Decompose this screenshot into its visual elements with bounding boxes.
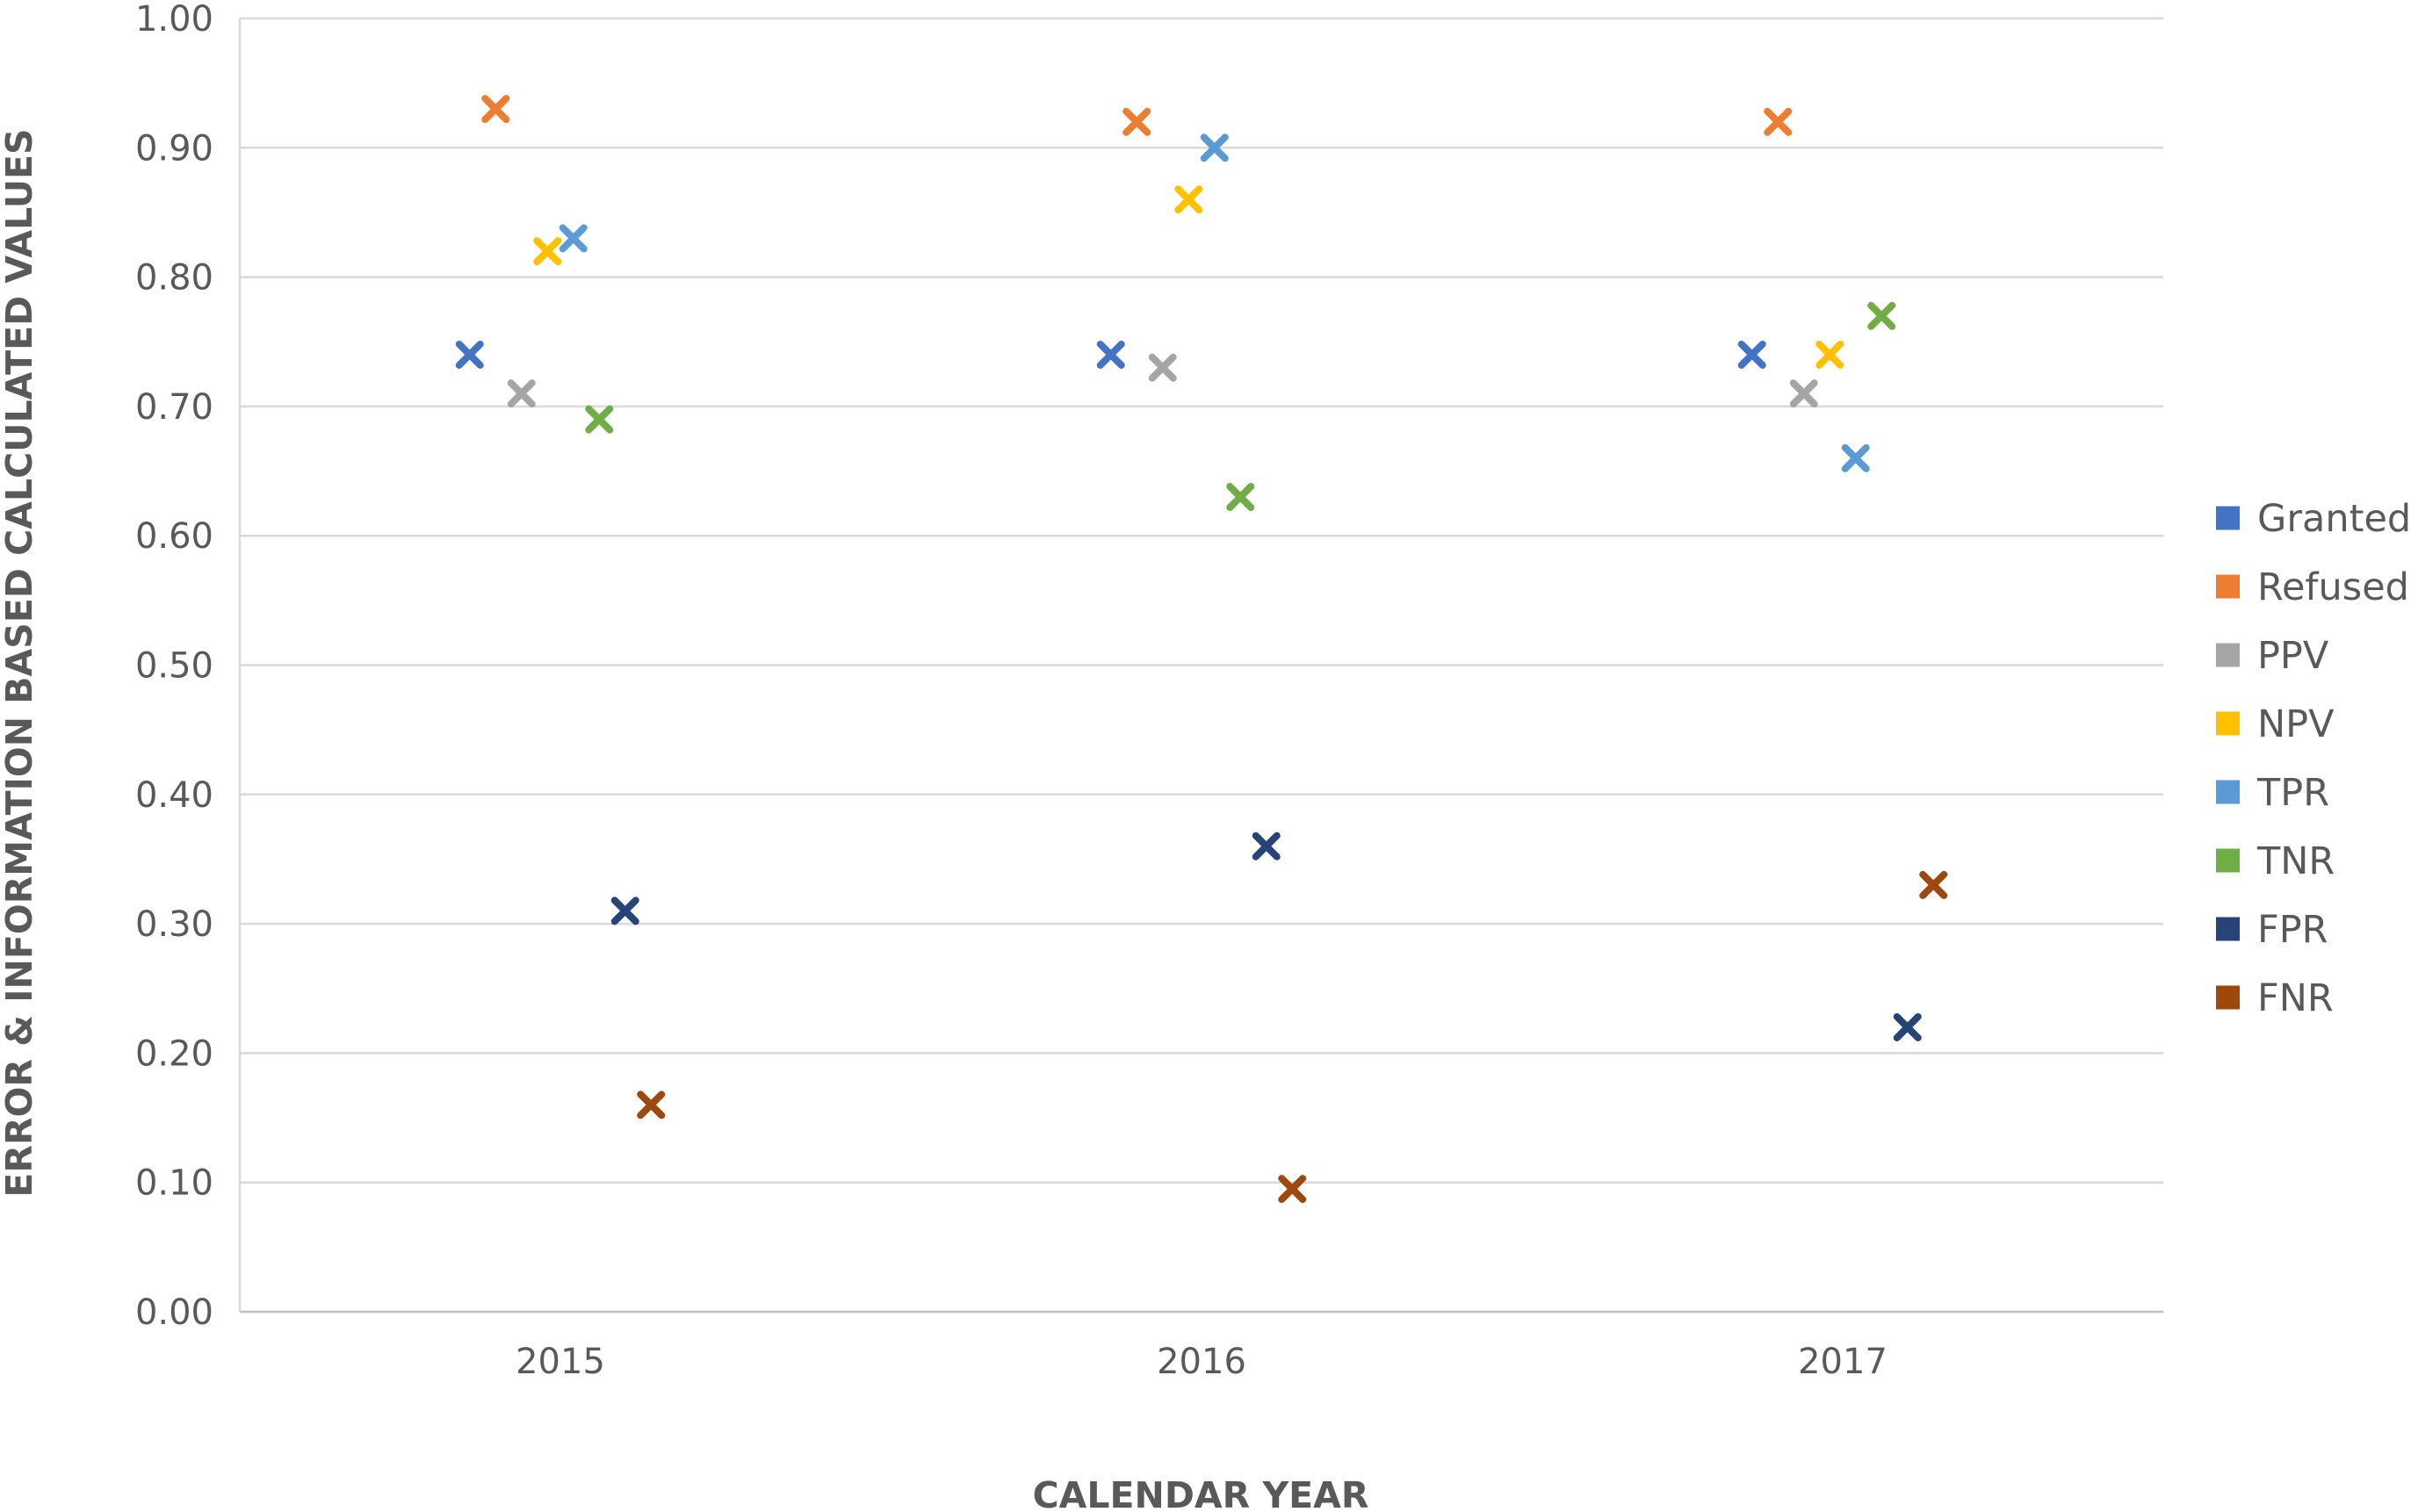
y-tick-label: 0.60 <box>135 516 213 557</box>
x-tick-label: 2016 <box>1157 1342 1246 1382</box>
legend-swatch <box>2216 506 2240 530</box>
legend-item-refused: Refused <box>2216 565 2409 609</box>
x-tick-label: 2017 <box>1798 1342 1887 1382</box>
marker-ppv-2016 <box>1148 353 1177 382</box>
marker-npv-2015 <box>533 237 562 266</box>
y-tick-label: 0.50 <box>135 646 213 687</box>
legend: Granted Refused PPV NPV TPR TNR FPR FNR <box>2216 497 2411 1020</box>
marker-tpr-2015 <box>559 224 588 253</box>
marker-granted-2015 <box>455 340 484 369</box>
legend-item-fnr: FNR <box>2216 976 2334 1020</box>
legend-swatch <box>2216 643 2240 667</box>
legend-swatch <box>2216 574 2240 599</box>
y-tick-label: 0.20 <box>135 1033 213 1074</box>
legend-item-ppv: PPV <box>2216 634 2329 678</box>
legend-item-npv: NPV <box>2216 702 2335 746</box>
legend-label: FNR <box>2257 976 2334 1020</box>
legend-item-tnr: TNR <box>2216 839 2335 883</box>
y-axis-title: ERROR & INFORMATION BASED CALCULATED VAL… <box>0 128 40 1197</box>
legend-label: TPR <box>2256 771 2329 815</box>
marker-granted-2017 <box>1737 340 1766 369</box>
marker-fnr-2017 <box>1919 870 1948 899</box>
marker-npv-2016 <box>1174 185 1203 214</box>
legend-label: PPV <box>2257 634 2329 678</box>
y-tick-label: 0.10 <box>135 1163 213 1204</box>
legend-item-granted: Granted <box>2216 497 2411 541</box>
legend-label: Refused <box>2257 565 2409 609</box>
marker-fpr-2016 <box>1252 832 1281 860</box>
marker-npv-2017 <box>1815 340 1844 369</box>
y-tick-label: 1.00 <box>135 0 213 40</box>
legend-label: TNR <box>2256 839 2335 883</box>
marker-fnr-2015 <box>637 1091 666 1120</box>
marker-fpr-2017 <box>1893 1012 1922 1041</box>
x-tick-label: 2015 <box>516 1342 605 1382</box>
marker-tnr-2016 <box>1226 483 1255 512</box>
marker-fnr-2016 <box>1278 1175 1307 1204</box>
legend-swatch <box>2216 917 2240 941</box>
marker-ppv-2015 <box>507 379 536 408</box>
y-axis-ticks: 0.00 0.10 0.20 0.30 0.40 0.50 0.60 0.70 0.80 0.90… <box>135 0 213 1333</box>
marker-tpr-2016 <box>1200 133 1229 162</box>
y-tick-label: 0.30 <box>135 904 213 945</box>
legend-swatch <box>2216 711 2240 736</box>
legend-swatch <box>2216 848 2240 873</box>
marker-ppv-2017 <box>1789 379 1818 408</box>
legend-swatch <box>2216 780 2240 804</box>
marker-granted-2016 <box>1096 340 1125 369</box>
y-tick-label: 0.00 <box>135 1292 213 1333</box>
marker-refused-2016 <box>1122 107 1151 136</box>
marker-fpr-2015 <box>610 896 639 925</box>
marker-refused-2017 <box>1764 107 1793 136</box>
legend-label: NPV <box>2257 702 2335 746</box>
marker-refused-2015 <box>481 95 510 124</box>
marker-tnr-2015 <box>585 405 614 434</box>
y-tick-label: 0.70 <box>135 387 213 428</box>
legend-item-fpr: FPR <box>2216 908 2328 952</box>
legend-item-tpr: TPR <box>2216 771 2329 815</box>
gridlines <box>238 17 2163 1314</box>
legend-swatch <box>2216 985 2240 1010</box>
y-tick-label: 0.80 <box>135 258 213 299</box>
x-axis-title: CALENDAR YEAR <box>1033 1474 1369 1512</box>
data-markers <box>455 95 1948 1204</box>
legend-label: FPR <box>2257 908 2328 952</box>
x-axis-ticks: 2015 2016 2017 <box>516 1342 1887 1382</box>
y-tick-label: 0.90 <box>135 128 213 169</box>
marker-tnr-2017 <box>1867 301 1896 330</box>
y-tick-label: 0.40 <box>135 775 213 816</box>
legend-label: Granted <box>2257 497 2411 541</box>
marker-tpr-2017 <box>1841 443 1870 472</box>
